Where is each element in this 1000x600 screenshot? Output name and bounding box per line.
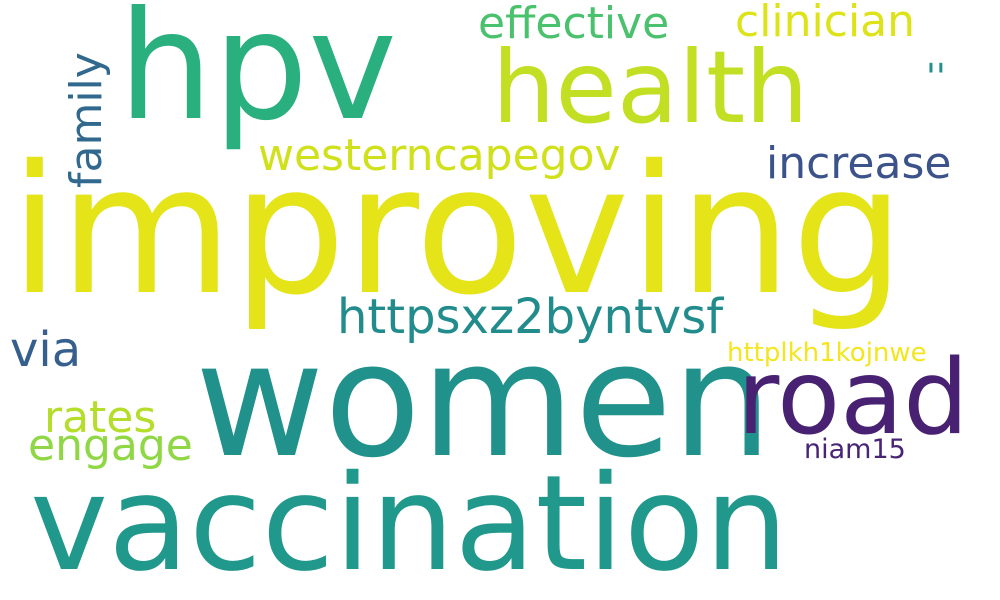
word-niam15: niam15 bbox=[804, 434, 906, 465]
word-httplkh1kojnwe: httplkh1kojnwe bbox=[727, 338, 927, 368]
word-effective: effective bbox=[478, 0, 670, 49]
word-hpv: hpv bbox=[118, 0, 398, 154]
word-vaccination: vaccination bbox=[30, 447, 789, 600]
word-via: via bbox=[10, 322, 82, 378]
word-engage: engage bbox=[28, 420, 193, 471]
word-women: women bbox=[195, 309, 773, 493]
word-httpsxz2byntvsf: httpsxz2byntvsf bbox=[337, 289, 724, 345]
word-improving: improving bbox=[10, 127, 905, 334]
word-clinician: clinician bbox=[735, 0, 916, 47]
word-westerncapegov: westerncapegov bbox=[258, 130, 621, 181]
word-quote: '' bbox=[926, 57, 946, 98]
word-rates: rates bbox=[44, 392, 157, 443]
word-health: health bbox=[492, 29, 809, 146]
word-increase: increase bbox=[766, 138, 952, 189]
word-road: road bbox=[737, 338, 969, 458]
word-family: family bbox=[61, 52, 112, 188]
